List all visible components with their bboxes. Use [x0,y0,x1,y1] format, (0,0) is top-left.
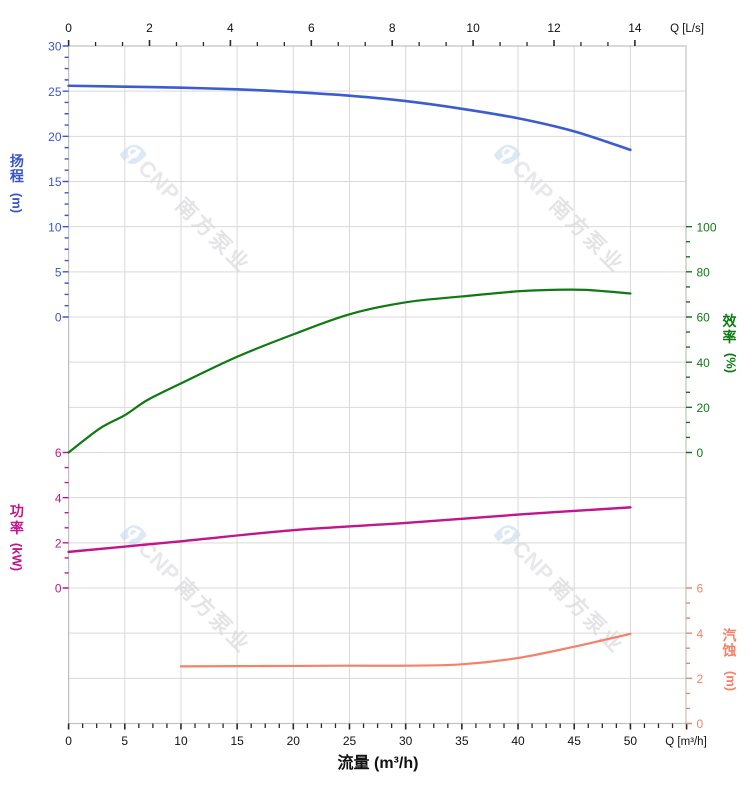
svg-text:功: 功 [10,503,24,519]
svg-text:率: 率 [723,329,737,345]
svg-text:14: 14 [628,21,642,35]
svg-text:50: 50 [624,734,638,748]
svg-text:效: 效 [723,313,738,329]
svg-text:率: 率 [10,520,24,536]
svg-text:8: 8 [389,21,396,35]
svg-text:6: 6 [308,21,315,35]
svg-text:10: 10 [466,21,480,35]
svg-text:Q [m³/h]: Q [m³/h] [665,736,707,748]
svg-text:5: 5 [55,266,62,280]
svg-text:4: 4 [55,491,62,505]
svg-text:25: 25 [48,85,62,99]
svg-text:35: 35 [455,734,469,748]
svg-text:0: 0 [697,446,704,460]
svg-text:程: 程 [10,168,24,184]
svg-text:0: 0 [65,21,72,35]
svg-text:100: 100 [697,220,717,234]
svg-text:扬: 扬 [10,153,24,169]
svg-text:Q [L/s]: Q [L/s] [670,23,704,35]
svg-text:2: 2 [697,672,704,686]
svg-text:15: 15 [230,734,244,748]
svg-text:4: 4 [697,627,704,641]
svg-text:汽: 汽 [723,628,737,644]
svg-text:25: 25 [343,734,357,748]
svg-text:30: 30 [48,40,62,54]
svg-text:80: 80 [697,266,711,280]
svg-text:(m): (m) [724,671,739,691]
svg-text:15: 15 [48,175,62,189]
svg-text:6: 6 [55,446,62,460]
svg-text:4: 4 [227,21,234,35]
svg-text:40: 40 [697,356,711,370]
svg-text:0: 0 [55,582,62,596]
svg-text:12: 12 [547,21,561,35]
svg-text:0: 0 [65,734,72,748]
svg-text:0: 0 [697,717,704,731]
svg-text:(m): (m) [9,193,24,213]
svg-text:2: 2 [55,537,62,551]
svg-text:2: 2 [146,21,153,35]
svg-text:(%): (%) [724,353,739,373]
svg-text:0: 0 [55,311,62,325]
svg-text:30: 30 [399,734,413,748]
svg-text:(kW): (kW) [9,543,24,571]
svg-text:蚀: 蚀 [722,643,737,659]
svg-text:20: 20 [48,130,62,144]
svg-text:10: 10 [48,220,62,234]
svg-text:5: 5 [121,734,128,748]
svg-text:6: 6 [697,582,704,596]
svg-text:60: 60 [697,311,711,325]
svg-text:40: 40 [511,734,525,748]
svg-text:20: 20 [287,734,301,748]
svg-text:流量 (m³/h): 流量 (m³/h) [338,753,419,772]
svg-text:20: 20 [697,401,711,415]
svg-text:10: 10 [174,734,188,748]
svg-text:45: 45 [568,734,582,748]
